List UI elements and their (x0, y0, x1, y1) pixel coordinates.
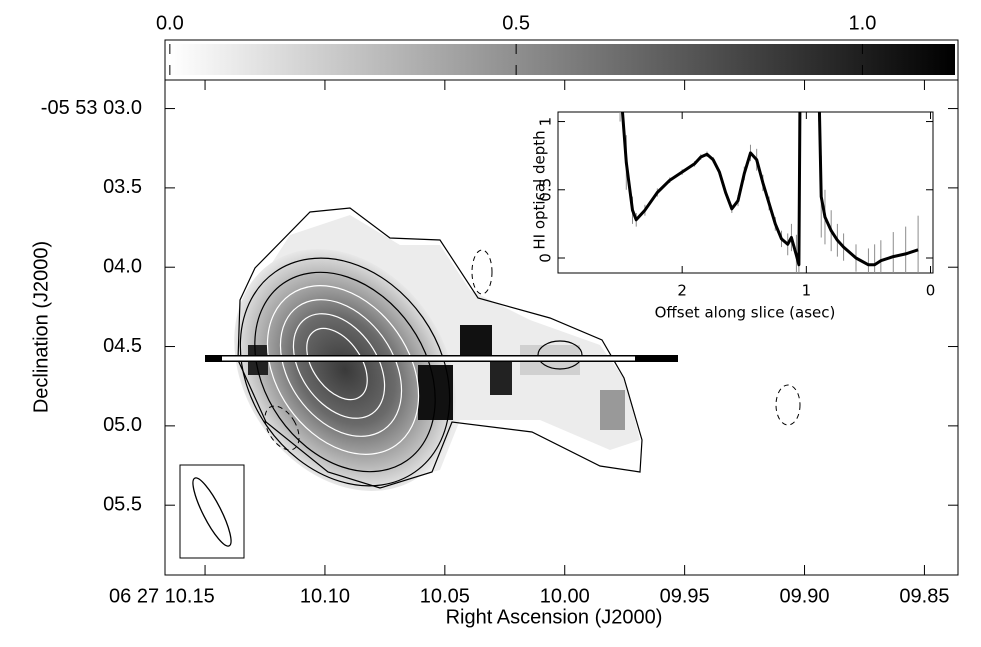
x-tick-label: 09.85 (899, 585, 949, 607)
x-tick-label: 10.10 (300, 585, 350, 607)
y-tick-label: 04.0 (103, 255, 142, 277)
colorbar (170, 44, 955, 75)
contours (237, 207, 643, 489)
contours-inner (266, 285, 420, 455)
x-tick-label: 10.00 (540, 585, 590, 607)
inset-y-label: HI optical depth (531, 130, 549, 249)
x-tick-label: 09.90 (780, 585, 830, 607)
y-tick-label: 05.0 (103, 414, 142, 436)
inset-plot (619, 112, 919, 273)
beam (179, 464, 245, 559)
x-tick-label: 09.95 (660, 585, 710, 607)
slice (205, 355, 678, 362)
y-axis-label: Declination (J2000) (30, 241, 52, 413)
x-axis-label: Right Ascension (J2000) (446, 606, 663, 628)
y-tick-label: 03.5 (103, 176, 142, 198)
inset-y-tick-label: 0.5 (537, 178, 555, 202)
inset-frame (557, 111, 934, 274)
colorbar-tick-label: 0.5 (502, 12, 530, 34)
colorbar-tick-label: 0.0 (156, 12, 184, 34)
negative-contours (264, 249, 801, 451)
y-tick-label: -05 53 03.0 (41, 97, 142, 119)
x-tick-label: 10.05 (420, 585, 470, 607)
x-tick-label: 06 27 10.15 (109, 585, 215, 607)
inset-x-tick-label: 1 (802, 282, 812, 300)
optical-depth-line (620, 112, 919, 267)
inset: Offset along slice (asec) HI optical dep… (531, 111, 936, 322)
colorbar-tick-label: 1.0 (849, 12, 877, 34)
y-tick-label: 04.5 (103, 335, 142, 357)
inset-x-label: Offset along slice (asec) (655, 304, 836, 322)
inset-x-tick-label: 2 (677, 282, 687, 300)
inset-y-tick-label: 0 (537, 253, 555, 263)
inset-x-tick-label: 0 (926, 282, 936, 300)
inset-y-tick-label: 1 (537, 117, 555, 127)
y-tick-label: 05.5 (103, 493, 142, 515)
